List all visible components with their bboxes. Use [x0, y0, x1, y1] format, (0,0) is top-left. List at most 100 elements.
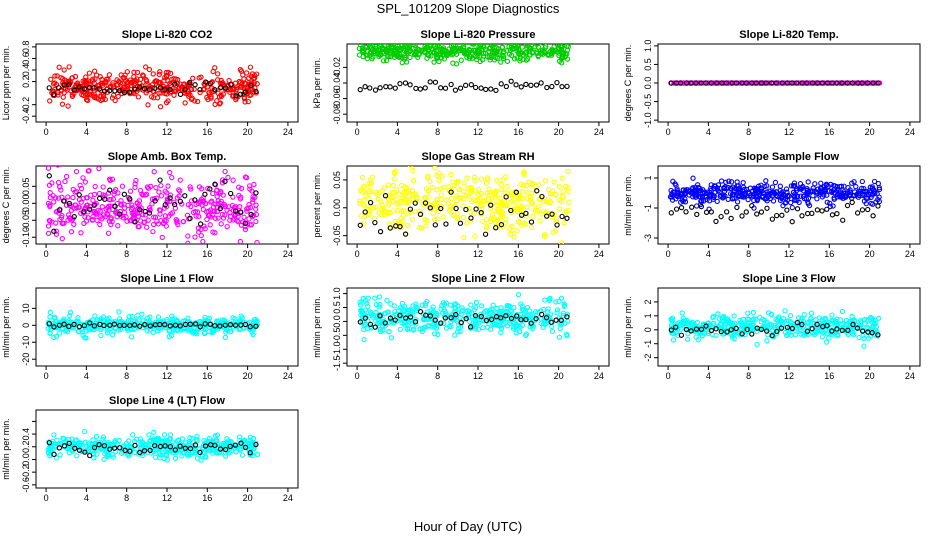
data-point: [107, 177, 113, 183]
data-point: [520, 182, 527, 188]
data-point: [147, 447, 153, 454]
data-point: [154, 444, 161, 450]
data-point: [237, 67, 243, 73]
data-point: [859, 207, 866, 213]
data-point: [827, 200, 833, 206]
data-point: [228, 444, 234, 451]
data-point: [768, 80, 775, 86]
data-point: [397, 224, 403, 230]
data-point: [805, 199, 811, 205]
data-point: [523, 57, 530, 63]
data-point: [701, 189, 708, 195]
data-point: [718, 213, 724, 220]
data-point: [91, 93, 97, 99]
data-point: [793, 185, 800, 192]
data-point: [860, 191, 866, 197]
data-point: [396, 191, 402, 197]
data-point: [142, 322, 148, 328]
data-point: [706, 198, 713, 204]
data-point: [107, 187, 113, 193]
y-axis-label: Licor ppm per min.: [1, 46, 11, 121]
data-point: [398, 198, 404, 205]
data-point: [222, 441, 228, 448]
data-point: [490, 302, 496, 308]
data-point: [861, 185, 867, 192]
data-point: [161, 205, 167, 211]
data-point: [47, 330, 53, 336]
data-point: [463, 82, 469, 88]
data-point: [65, 217, 71, 223]
data-point: [794, 80, 800, 86]
data-point: [488, 216, 494, 222]
data-point: [480, 218, 486, 224]
data-point: [73, 437, 79, 443]
data-point: [367, 44, 373, 47]
data-point: [559, 44, 565, 50]
data-point: [177, 177, 183, 183]
data-point: [150, 71, 156, 77]
x-tick-label: 4: [395, 127, 400, 137]
data-point: [735, 80, 742, 86]
data-point: [383, 84, 389, 90]
data-point: [718, 328, 724, 335]
data-point: [92, 183, 98, 190]
data-point: [81, 86, 88, 92]
data-point: [705, 80, 711, 86]
data-point: [232, 322, 239, 328]
data-point: [473, 206, 479, 212]
data-point: [379, 202, 385, 208]
data-point: [141, 448, 148, 454]
data-point: [480, 198, 487, 205]
data-point: [161, 432, 168, 438]
data-point: [53, 455, 59, 461]
data-point: [482, 46, 488, 53]
data-point: [814, 80, 821, 86]
data-point: [157, 80, 163, 86]
data-point: [504, 48, 510, 54]
data-point: [671, 80, 677, 86]
data-point: [91, 323, 98, 329]
y-tick-label: 0.05: [332, 171, 342, 189]
data-point: [360, 315, 366, 322]
data-point: [94, 217, 100, 223]
data-point: [209, 327, 215, 334]
data-point: [217, 323, 223, 329]
data-point: [362, 203, 368, 209]
data-point: [186, 91, 192, 97]
data-point: [357, 200, 363, 207]
data-point: [834, 80, 840, 86]
data-point: [850, 321, 856, 328]
data-point: [218, 201, 224, 207]
data-point: [800, 332, 807, 338]
data-point: [518, 317, 524, 323]
x-tick-label: 8: [124, 127, 129, 137]
data-point: [493, 87, 499, 94]
data-point: [557, 320, 563, 326]
data-point: [554, 222, 560, 228]
data-point: [367, 321, 374, 328]
data-point: [824, 322, 830, 329]
data-point: [254, 81, 260, 87]
data-point: [739, 331, 745, 337]
data-point: [814, 196, 820, 202]
data-point: [433, 45, 439, 51]
data-point: [493, 225, 499, 231]
x-tick-label: 12: [473, 249, 483, 259]
data-point: [427, 178, 433, 185]
data-point: [448, 171, 454, 178]
data-point: [116, 309, 122, 315]
data-point: [831, 190, 837, 196]
data-point: [358, 213, 365, 219]
data-point: [382, 320, 388, 326]
data-point: [410, 44, 416, 48]
data-point: [215, 215, 221, 221]
data-point: [76, 84, 82, 90]
x-tick-label: 0: [666, 371, 671, 381]
data-point: [794, 206, 801, 212]
data-point: [104, 316, 110, 322]
y-tick-label: 0.2: [21, 75, 31, 88]
data-point: [678, 332, 685, 338]
data-point: [65, 103, 71, 109]
data-point: [74, 453, 80, 459]
data-point: [557, 325, 563, 332]
